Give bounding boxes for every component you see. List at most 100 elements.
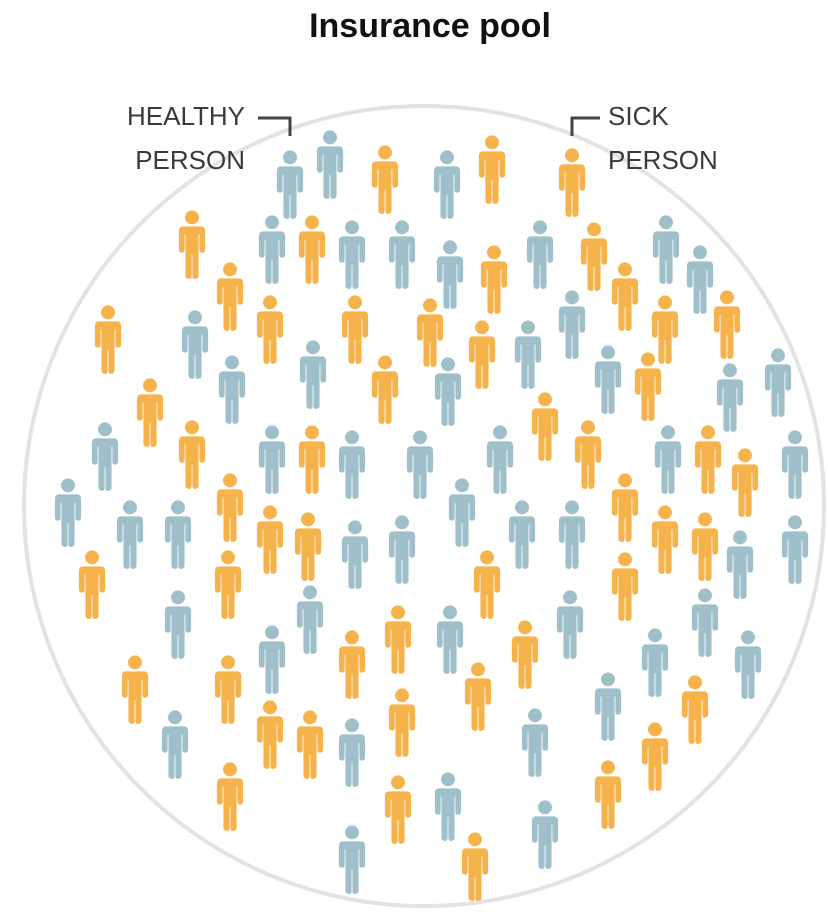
sick-person	[296, 710, 324, 779]
sick-person	[611, 473, 639, 542]
sick-person	[178, 420, 206, 489]
sick-person	[468, 320, 496, 389]
sick-person	[473, 550, 501, 619]
healthy-person	[781, 430, 809, 499]
sick-person	[256, 505, 284, 574]
healthy-person	[781, 515, 809, 584]
healthy-person	[164, 590, 192, 659]
healthy-person	[556, 590, 584, 659]
sick-person	[384, 775, 412, 844]
sick-person	[464, 662, 492, 731]
sick-person	[694, 425, 722, 494]
healthy-person	[531, 800, 559, 869]
healthy-person	[652, 215, 680, 284]
people	[54, 130, 809, 901]
sick-person	[574, 420, 602, 489]
healthy-person	[434, 357, 462, 426]
sick-person	[634, 352, 662, 421]
sick-person	[294, 512, 322, 581]
sick-person	[338, 630, 366, 699]
healthy-person	[434, 772, 462, 841]
sick-person	[511, 620, 539, 689]
healthy-person	[521, 708, 549, 777]
healthy-person	[164, 500, 192, 569]
healthy-person	[558, 290, 586, 359]
sick-person	[416, 298, 444, 367]
sick-person	[641, 722, 669, 791]
healthy-person	[436, 240, 464, 309]
healthy-person	[338, 718, 366, 787]
healthy-person	[406, 430, 434, 499]
sick-person	[651, 505, 679, 574]
healthy-pointer	[258, 116, 292, 136]
sick-person	[214, 550, 242, 619]
sick-label: PERSON	[608, 145, 718, 175]
sick-person	[594, 760, 622, 829]
healthy-label: PERSON	[135, 145, 245, 175]
healthy-person	[641, 628, 669, 697]
healthy-person	[54, 478, 82, 547]
sick-person	[298, 215, 326, 284]
title: Insurance pool	[309, 7, 551, 45]
healthy-person	[116, 500, 144, 569]
sick-label: SICK	[608, 101, 669, 131]
sick-person	[611, 262, 639, 331]
sick-person	[256, 700, 284, 769]
sick-person	[461, 832, 489, 901]
pool-circle	[22, 104, 826, 908]
sick-person	[681, 675, 709, 744]
healthy-person	[316, 130, 344, 199]
sick-person	[611, 552, 639, 621]
healthy-person	[514, 320, 542, 389]
healthy-person	[338, 825, 366, 894]
healthy-person	[338, 220, 366, 289]
sick-person	[136, 378, 164, 447]
healthy-person	[299, 340, 327, 409]
sick-person	[298, 425, 326, 494]
sick-person	[731, 448, 759, 517]
healthy-person	[161, 710, 189, 779]
healthy-person	[258, 625, 286, 694]
healthy-person	[388, 220, 416, 289]
healthy-person	[91, 422, 119, 491]
healthy-person	[338, 430, 366, 499]
healthy-person	[436, 605, 464, 674]
healthy-person	[734, 630, 762, 699]
sick-person	[121, 655, 149, 724]
healthy-person	[296, 585, 324, 654]
healthy-person	[654, 425, 682, 494]
healthy-person	[764, 348, 792, 417]
sick-person	[713, 290, 741, 359]
sick-person	[341, 295, 369, 364]
sick-person	[478, 135, 506, 204]
healthy-person	[181, 310, 209, 379]
sick-pointer	[570, 116, 600, 136]
sick-person	[558, 148, 586, 217]
sick-person	[651, 295, 679, 364]
healthy-person	[691, 588, 719, 657]
healthy-person	[716, 363, 744, 432]
healthy-person	[726, 530, 754, 599]
sick-person	[94, 305, 122, 374]
healthy-person	[433, 150, 461, 219]
healthy-person	[686, 245, 714, 314]
sick-person	[388, 688, 416, 757]
sick-person	[371, 355, 399, 424]
sick-person	[216, 762, 244, 831]
sick-person	[214, 655, 242, 724]
sick-person	[371, 145, 399, 214]
healthy-person	[258, 425, 286, 494]
sick-person	[480, 245, 508, 314]
sick-person	[216, 262, 244, 331]
sick-person	[256, 295, 284, 364]
healthy-person	[388, 515, 416, 584]
healthy-person	[218, 355, 246, 424]
healthy-person	[594, 345, 622, 414]
healthy-person	[486, 425, 514, 494]
healthy-person	[526, 220, 554, 289]
healthy-person	[341, 520, 369, 589]
healthy-person	[258, 215, 286, 284]
healthy-person	[594, 672, 622, 741]
